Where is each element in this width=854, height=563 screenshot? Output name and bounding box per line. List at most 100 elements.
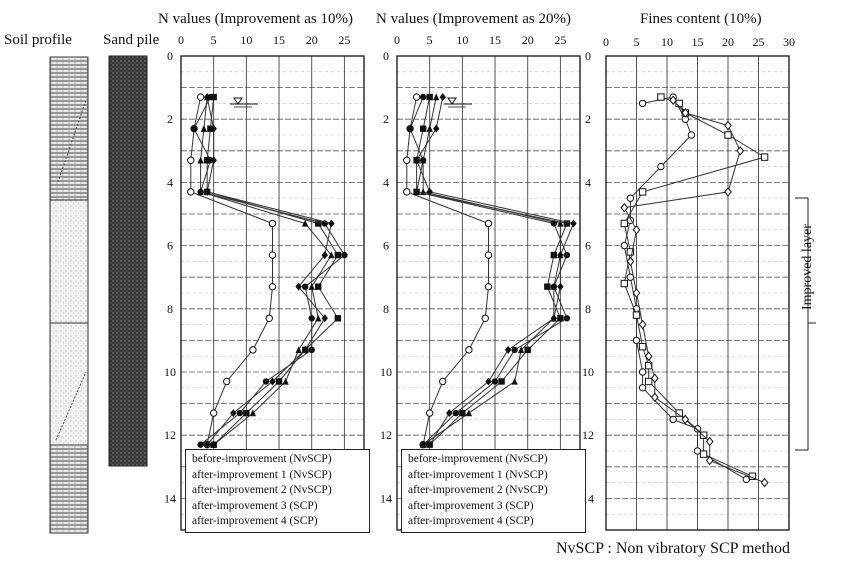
data-point [563, 220, 571, 227]
data-point [268, 251, 277, 259]
x-tick-label: 25 [554, 33, 566, 47]
data-point [638, 343, 647, 351]
data-point [406, 125, 414, 132]
series-line [190, 96, 273, 445]
data-point [439, 93, 446, 102]
data-point [203, 93, 211, 102]
data-point [484, 219, 493, 228]
x-tick-label: 10 [240, 33, 252, 47]
data-point [295, 346, 302, 354]
data-point [620, 279, 628, 288]
legend-n20: before-improvement (NvSCP) after-improve… [401, 449, 586, 533]
data-point [657, 93, 665, 101]
x-tick-label: 5 [634, 35, 640, 49]
data-point [620, 241, 628, 250]
data-point [742, 475, 750, 484]
data-point [210, 441, 217, 448]
data-point [190, 125, 198, 132]
legend-item: after-improvement 4 (SCP) [408, 515, 534, 527]
data-point [452, 409, 460, 417]
legend-item: before-improvement (NvSCP) [192, 453, 332, 465]
y-tick-label: 12 [582, 428, 594, 442]
data-point [196, 93, 205, 101]
data-point [197, 441, 204, 448]
y-tick-label: 12 [380, 428, 392, 442]
data-point [203, 187, 211, 196]
data-point [249, 409, 257, 417]
x-tick-label: 0 [603, 35, 609, 49]
data-point [230, 409, 237, 418]
y-tick-label: 10 [582, 365, 594, 379]
data-point [426, 440, 433, 449]
data-point [681, 414, 690, 425]
series-line [200, 97, 332, 446]
data-point [638, 319, 647, 330]
data-point [650, 392, 659, 403]
x-tick-label: 15 [273, 33, 285, 47]
y-tick-label: 8 [383, 302, 389, 316]
legend-item: after-improvement 2 (NvSCP) [192, 484, 332, 496]
data-point [626, 194, 635, 202]
data-point [524, 346, 531, 354]
data-point [187, 188, 195, 196]
y-tick-label: 6 [585, 239, 591, 253]
data-point [419, 157, 427, 164]
data-point [301, 283, 309, 290]
data-point [481, 314, 489, 322]
data-point [210, 93, 217, 101]
y-tick-label: 8 [585, 302, 591, 316]
data-point [334, 251, 342, 259]
data-point [433, 124, 440, 133]
y-tick-label: 14 [380, 491, 392, 505]
y-tick-label: 0 [167, 49, 173, 63]
water-table-icon [233, 97, 243, 105]
y-tick-label: 14 [164, 491, 176, 505]
data-point [439, 377, 447, 386]
data-point [669, 415, 677, 424]
data-point [275, 378, 283, 385]
y-tick-label: 4 [167, 175, 173, 189]
data-point [517, 346, 525, 354]
data-point [557, 251, 564, 260]
data-point [341, 251, 348, 259]
series-line [422, 96, 561, 446]
water-table-icon [444, 97, 472, 108]
y-tick-label: 6 [167, 239, 173, 253]
y-tick-label: 8 [167, 302, 173, 316]
data-point [550, 314, 558, 323]
y-tick-label: 2 [167, 112, 173, 126]
data-point [650, 373, 659, 384]
data-point [413, 156, 420, 165]
legend-item: before-improvement (NvSCP) [408, 453, 548, 465]
data-point [269, 377, 276, 386]
data-point [705, 455, 714, 466]
x-tick-label: 30 [783, 35, 795, 49]
data-point [459, 409, 466, 417]
method-note: NvSCP : Non vibratory SCP method [556, 540, 790, 557]
improved-layer-bracket [795, 197, 816, 451]
x-tick-label: 20 [306, 33, 318, 47]
data-point [301, 345, 309, 354]
data-point [760, 153, 769, 161]
legend-item: after-improvement 3 (SCP) [408, 499, 534, 512]
soil-profile-title: Soil profile [4, 32, 72, 48]
data-point [315, 220, 322, 227]
data-point [249, 346, 257, 354]
data-point [413, 188, 420, 196]
data-point [557, 219, 564, 227]
x-tick-label: 25 [338, 33, 350, 47]
sand-pile-column [108, 55, 148, 467]
data-point [197, 156, 204, 164]
data-point [328, 219, 335, 228]
data-point [209, 409, 218, 417]
fines-panel-title: Fines content (10%) [640, 11, 762, 27]
data-point [308, 282, 315, 290]
data-point [557, 315, 564, 322]
data-point [465, 409, 473, 417]
data-point [484, 251, 493, 259]
data-point [419, 441, 427, 448]
data-point [484, 282, 493, 291]
data-point [412, 93, 421, 101]
data-point [693, 447, 702, 455]
data-point [308, 346, 315, 354]
